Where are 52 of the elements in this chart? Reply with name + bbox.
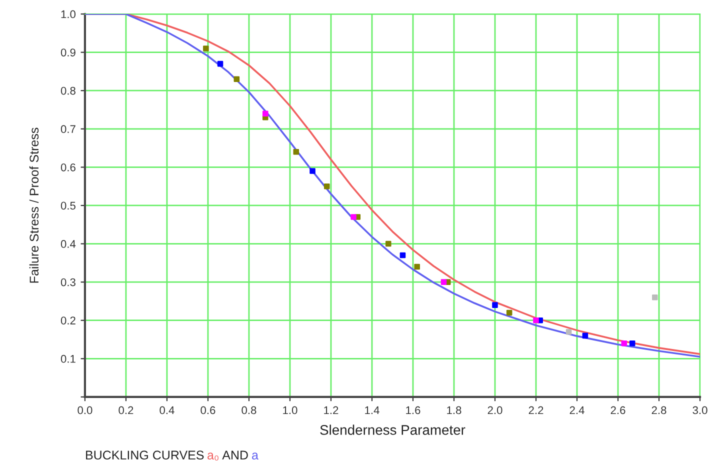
x-tick-label: 0.8 [242, 406, 256, 414]
x-tick-label: 0.2 [118, 406, 134, 414]
point [262, 110, 268, 116]
y-tick-label: 0.9 [60, 48, 76, 56]
point [533, 317, 539, 324]
x-tick-label: 0.6 [200, 406, 216, 414]
text: a [252, 452, 258, 460]
text: AND [222, 450, 248, 460]
point [629, 340, 636, 346]
x-tick-label: 1.0 [283, 406, 298, 414]
y-tick-label: 0.6 [60, 163, 76, 172]
point [492, 302, 498, 308]
x-tick-label: 1.2 [324, 406, 338, 414]
x-tick-label: 2.4 [570, 406, 584, 414]
y-tick-label: 1.0 [61, 10, 76, 18]
point [203, 46, 209, 52]
point [652, 294, 658, 300]
y-tick-label: 0.5 [60, 202, 76, 210]
x-tick-label: 2.8 [652, 406, 666, 414]
point [566, 328, 572, 335]
y-tick-label: 0.3 [60, 278, 76, 286]
point [293, 148, 300, 155]
point [385, 240, 392, 247]
x-tick-label: 3.0 [692, 406, 708, 414]
y-tick-label: 0.8 [60, 86, 76, 95]
point [506, 310, 512, 316]
y-tick-label: 0.1 [60, 354, 76, 363]
y-tick-label: 0.7 [60, 125, 76, 134]
point [310, 168, 316, 174]
point [582, 332, 588, 339]
y-tick-label: 0.4 [60, 240, 76, 248]
text: BUCKLING CURVES [86, 450, 204, 460]
x-tick-label: 2.2 [528, 406, 544, 414]
x-tick-label: 2.0 [488, 406, 502, 414]
y-axis-title: Failure Stress / Proof Stress [29, 128, 39, 283]
x-tick-label: 1.6 [406, 406, 420, 414]
x-tick-label: 0.4 [160, 406, 174, 414]
y-tick-label: 0.2 [60, 316, 76, 324]
x-tick-label: 2.6 [610, 406, 626, 414]
point [234, 76, 240, 82]
point [440, 279, 447, 285]
x-tick-label: 1.4 [365, 406, 380, 414]
point [621, 340, 628, 346]
point [217, 60, 224, 67]
x-tick-label: 1.8 [447, 406, 462, 414]
point [400, 252, 406, 258]
point [324, 183, 330, 190]
text: a₀ [208, 452, 218, 461]
x-axis-title: Slenderness Parameter [320, 424, 466, 435]
point [350, 214, 356, 220]
x-tick-label: 0.0 [78, 406, 92, 414]
point [414, 264, 420, 270]
